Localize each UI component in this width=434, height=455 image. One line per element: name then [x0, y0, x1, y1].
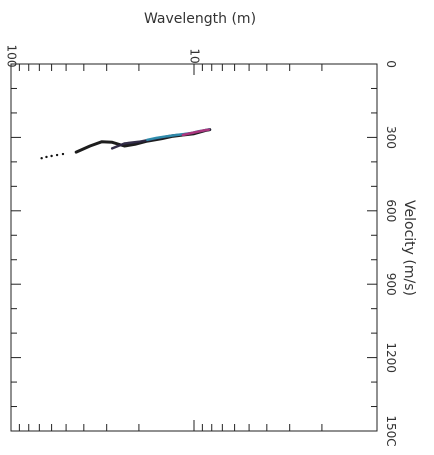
series-point — [45, 155, 48, 159]
series-point — [50, 154, 53, 158]
series-layer — [40, 128, 212, 160]
velocity-tick-label: 150C — [384, 415, 398, 446]
series-point — [40, 156, 43, 160]
wavelength-tick-label: 10 — [188, 48, 202, 63]
y-axis-title: Wavelength (m) — [144, 11, 256, 27]
wavelength-tick-label: 100 — [5, 45, 19, 68]
velocity-tick-label: 0 — [384, 60, 398, 68]
series-point — [55, 153, 59, 157]
velocity-tick-label: 900 — [384, 273, 398, 296]
velocity-tick-label: 600 — [384, 199, 398, 222]
velocity-tick-label: 300 — [384, 126, 398, 149]
plot-frame — [10, 63, 378, 432]
velocity-tick-label: 1200 — [384, 342, 398, 373]
series-line-4 — [181, 128, 211, 137]
series-point — [61, 152, 65, 156]
x-axis-title: Velocity (m/s) — [401, 200, 417, 296]
